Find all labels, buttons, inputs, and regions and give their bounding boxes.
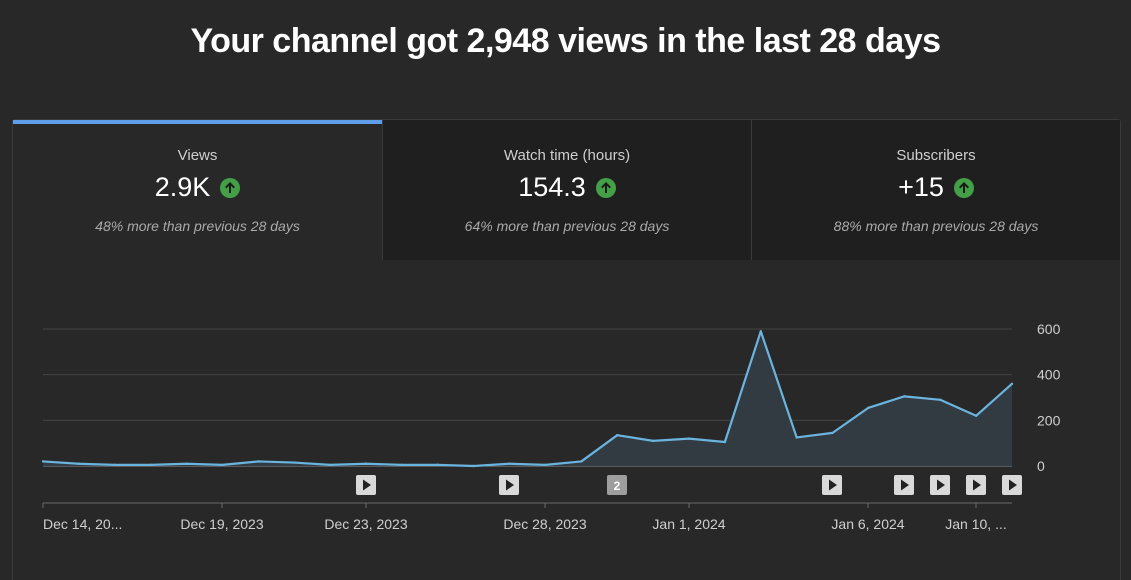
- x-tick-label: Jan 6, 2024: [831, 516, 904, 532]
- data-point: [149, 463, 152, 467]
- tab-watch-time[interactable]: Watch time (hours) 154.3 64% more than p…: [382, 120, 751, 260]
- tab-title: Watch time (hours): [503, 147, 631, 164]
- tab-compare: 88% more than previous 28 days: [833, 218, 1039, 234]
- tab-value: 154.3: [518, 172, 586, 202]
- page-title: Your channel got 2,948 views in the last…: [190, 22, 941, 60]
- data-point: [939, 398, 942, 401]
- play-icon: [363, 479, 371, 491]
- x-tick-label: Dec 14, 20...: [43, 516, 122, 532]
- data-point: [580, 460, 583, 463]
- x-tick-label: Dec 19, 2023: [180, 516, 263, 532]
- tab-compare: 64% more than previous 28 days: [464, 218, 670, 234]
- data-point: [723, 440, 727, 444]
- play-icon: [506, 479, 514, 491]
- data-point: [651, 439, 655, 443]
- data-point: [616, 433, 619, 437]
- count-marker-label: 2: [614, 479, 621, 493]
- data-point: [113, 463, 116, 467]
- data-point: [974, 414, 978, 417]
- play-icon: [1009, 479, 1017, 491]
- data-point: [508, 462, 511, 465]
- data-point: [257, 460, 260, 463]
- tab-views[interactable]: Views 2.9K 48% more than previous 28 day…: [13, 120, 382, 260]
- data-point: [436, 463, 439, 467]
- tab-title: Views: [177, 147, 218, 164]
- data-point: [544, 463, 547, 467]
- data-point: [41, 460, 45, 463]
- data-point: [1010, 382, 1014, 385]
- series-area: [43, 331, 1012, 466]
- arrow-up-icon: [953, 177, 974, 198]
- arrow-up-icon: [595, 177, 616, 198]
- series-line: [42, 330, 1013, 468]
- y-tick-label: 200: [1037, 412, 1061, 428]
- tab-value: +15: [898, 172, 944, 202]
- data-point: [185, 462, 188, 465]
- data-point: [759, 330, 762, 333]
- data-point: [364, 462, 368, 465]
- data-point: [293, 461, 296, 464]
- play-icon: [901, 479, 909, 491]
- tab-title: Subscribers: [896, 147, 976, 164]
- y-tick-label: 600: [1037, 321, 1061, 337]
- x-tick-label: Dec 28, 2023: [503, 516, 586, 532]
- count-marker: [607, 475, 627, 495]
- data-point: [221, 463, 224, 467]
- data-point: [472, 464, 475, 468]
- y-tick-label: 400: [1037, 367, 1061, 383]
- data-point: [77, 462, 81, 465]
- tab-value: 2.9K: [154, 172, 211, 202]
- x-tick-label: Jan 1, 2024: [652, 516, 725, 532]
- data-point: [795, 436, 798, 439]
- x-tick-label: Dec 23, 2023: [324, 516, 407, 532]
- data-point: [903, 395, 906, 398]
- play-icon: [973, 479, 981, 491]
- data-point: [867, 406, 870, 409]
- x-tick-label: Jan 10, ...: [945, 516, 1006, 532]
- tab-subscribers[interactable]: Subscribers +15 88% more than previous 2…: [751, 120, 1120, 260]
- data-point: [687, 437, 691, 440]
- play-icon: [829, 479, 837, 491]
- y-tick-label: 0: [1037, 458, 1045, 474]
- tab-compare: 48% more than previous 28 days: [95, 218, 300, 234]
- arrow-up-icon: [220, 177, 241, 198]
- data-point: [400, 463, 404, 467]
- data-point: [328, 463, 332, 467]
- play-icon: [937, 479, 945, 491]
- data-point: [831, 431, 834, 435]
- metric-tabs: Views 2.9K 48% more than previous 28 day…: [13, 120, 1120, 260]
